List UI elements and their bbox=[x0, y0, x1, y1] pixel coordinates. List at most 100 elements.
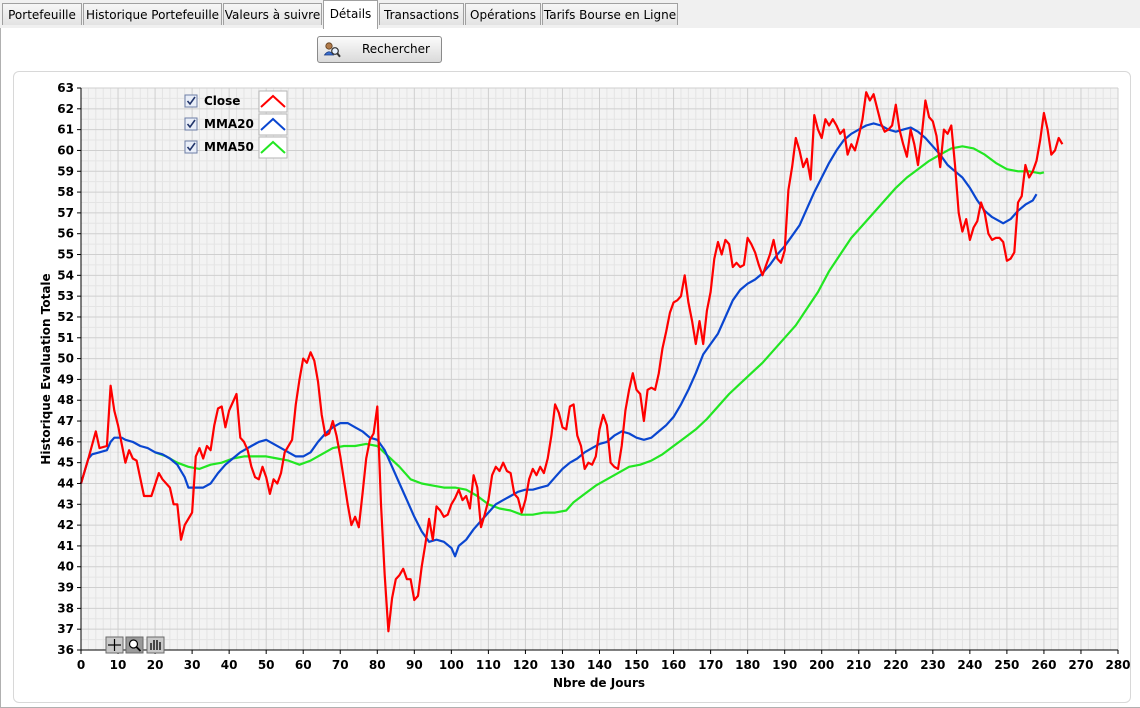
y-tick-label: 56 bbox=[57, 227, 74, 241]
tab-bar: Portefeuille Historique Portefeuille Val… bbox=[0, 0, 1140, 29]
x-tick-label: 200 bbox=[809, 658, 834, 672]
x-tick-label: 170 bbox=[698, 658, 723, 672]
y-tick-label: 62 bbox=[57, 102, 74, 116]
y-tick-label: 39 bbox=[57, 581, 74, 595]
y-tick-label: 47 bbox=[57, 414, 74, 428]
legend-swatch-box[interactable] bbox=[258, 136, 288, 159]
y-tick-label: 38 bbox=[57, 601, 74, 615]
y-tick-label: 40 bbox=[57, 560, 74, 574]
x-tick-label: 280 bbox=[1105, 658, 1130, 672]
plot-legend: Close MMA20 MMA50 bbox=[184, 90, 288, 159]
zoom-icon[interactable] bbox=[125, 636, 144, 654]
tab-operations[interactable]: Opérations bbox=[465, 3, 541, 25]
x-tick-label: 90 bbox=[406, 658, 423, 672]
x-tick-label: 260 bbox=[1031, 658, 1056, 672]
y-tick-label: 49 bbox=[57, 372, 74, 386]
y-tick-label: 51 bbox=[57, 331, 74, 345]
legend-item-close[interactable]: Close bbox=[184, 90, 288, 113]
y-tick-label: 36 bbox=[57, 643, 74, 657]
x-tick-label: 230 bbox=[920, 658, 945, 672]
x-tick-label: 120 bbox=[513, 658, 538, 672]
x-tick-label: 130 bbox=[550, 658, 575, 672]
y-tick-label: 42 bbox=[57, 518, 74, 532]
y-tick-label: 59 bbox=[57, 164, 74, 178]
series-layer bbox=[79, 91, 1064, 633]
y-tick-label: 58 bbox=[57, 185, 74, 199]
search-button-label: Rechercher bbox=[362, 42, 430, 56]
x-tick-label: 250 bbox=[994, 658, 1019, 672]
y-tick-label: 46 bbox=[57, 435, 74, 449]
legend-swatch-box[interactable] bbox=[258, 90, 288, 113]
x-tick-label: 100 bbox=[439, 658, 464, 672]
pan-hand-icon[interactable] bbox=[146, 636, 165, 654]
legend-swatch-line bbox=[260, 117, 286, 131]
series-line-mma20 bbox=[79, 122, 1038, 558]
legend-swatch-line bbox=[260, 140, 286, 154]
tab-historique-portefeuille[interactable]: Historique Portefeuille bbox=[83, 3, 222, 25]
x-tick-label: 10 bbox=[110, 658, 127, 672]
legend-swatch-box[interactable] bbox=[258, 113, 288, 136]
legend-checkbox[interactable] bbox=[184, 94, 198, 108]
y-tick-label: 53 bbox=[57, 289, 74, 303]
y-tick-label: 50 bbox=[57, 352, 74, 366]
series-line-mma50 bbox=[154, 145, 1045, 516]
y-tick-label: 55 bbox=[57, 248, 74, 262]
major-grid bbox=[80, 87, 1119, 651]
y-tick-label: 61 bbox=[57, 123, 74, 137]
legend-label: MMA20 bbox=[204, 117, 254, 131]
x-tick-label: 110 bbox=[476, 658, 501, 672]
checkmark-icon bbox=[186, 96, 196, 106]
x-axis-label: Nbre de Jours bbox=[553, 676, 645, 690]
y-tick-label: 44 bbox=[57, 476, 74, 490]
x-tick-label: 0 bbox=[77, 658, 85, 672]
search-button[interactable]: Rechercher bbox=[317, 36, 442, 63]
y-tick-label: 41 bbox=[57, 539, 74, 553]
y-axis-label: Historique Evaluation Totale bbox=[39, 273, 53, 464]
x-tick-label: 240 bbox=[957, 658, 982, 672]
x-tick-label: 20 bbox=[147, 658, 164, 672]
x-tick-label: 220 bbox=[883, 658, 908, 672]
legend-item-mma20[interactable]: MMA20 bbox=[184, 113, 288, 136]
x-tick-label: 50 bbox=[258, 658, 275, 672]
tab-portefeuille[interactable]: Portefeuille bbox=[2, 3, 82, 25]
checkmark-icon bbox=[186, 119, 196, 129]
crosshair-icon[interactable] bbox=[105, 636, 124, 654]
x-tick-label: 190 bbox=[772, 658, 797, 672]
y-tick-label: 54 bbox=[57, 268, 74, 282]
x-tick-label: 270 bbox=[1068, 658, 1093, 672]
y-tick-label: 60 bbox=[57, 143, 74, 157]
x-tick-label: 30 bbox=[184, 658, 201, 672]
tab-valeurs-a-suivre[interactable]: Valeurs à suivre bbox=[223, 3, 322, 25]
y-tick-label: 52 bbox=[57, 310, 74, 324]
x-tick-label: 40 bbox=[221, 658, 238, 672]
x-tick-label: 150 bbox=[624, 658, 649, 672]
y-tick-label: 37 bbox=[57, 622, 74, 636]
tab-tarifs-bourse-en-ligne[interactable]: Tarifs Bourse en Ligne bbox=[542, 3, 678, 25]
y-tick-label: 45 bbox=[57, 456, 74, 470]
legend-label: MMA50 bbox=[204, 140, 254, 154]
tab-transactions[interactable]: Transactions bbox=[379, 3, 464, 25]
y-tick-label: 57 bbox=[57, 206, 74, 220]
search-people-icon bbox=[323, 42, 341, 58]
checkmark-icon bbox=[186, 142, 196, 152]
legend-label: Close bbox=[204, 94, 240, 108]
tab-details[interactable]: Détails bbox=[323, 0, 378, 29]
x-tick-label: 60 bbox=[295, 658, 312, 672]
x-tick-label: 70 bbox=[332, 658, 349, 672]
x-tick-label: 160 bbox=[661, 658, 686, 672]
y-tick-label: 43 bbox=[57, 497, 74, 511]
x-tick-label: 210 bbox=[846, 658, 871, 672]
graph-tool-palette bbox=[105, 636, 165, 654]
series-line-close bbox=[79, 91, 1064, 633]
x-tick-label: 180 bbox=[735, 658, 760, 672]
x-tick-label: 80 bbox=[369, 658, 386, 672]
legend-checkbox[interactable] bbox=[184, 117, 198, 131]
y-tick-label: 63 bbox=[57, 81, 74, 95]
y-tick-label: 48 bbox=[57, 393, 74, 407]
x-axis-ticks: 0 10 20 30 40 50 60 70 80 90 100 110 120 130 140 150 160… bbox=[77, 650, 1131, 672]
legend-swatch-line bbox=[260, 94, 286, 108]
y-axis-ticks: 36 37 38 39 40 41 42 43 44 45 46 47 48 49 50 51 52 53 54 55… bbox=[57, 81, 81, 657]
legend-checkbox[interactable] bbox=[184, 140, 198, 154]
legend-item-mma50[interactable]: MMA50 bbox=[184, 136, 288, 159]
